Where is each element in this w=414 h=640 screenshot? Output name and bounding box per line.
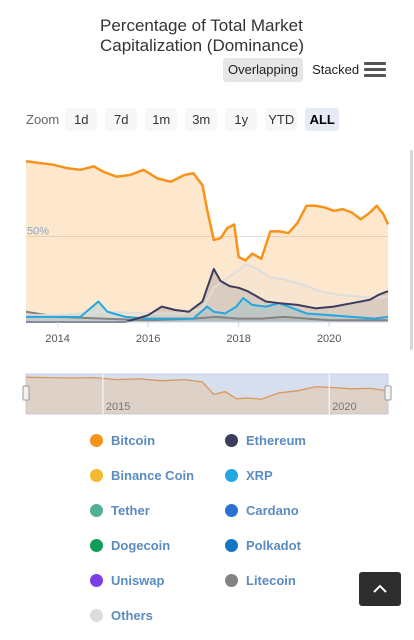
legend-dot-others bbox=[90, 609, 103, 622]
navigator-tick-label-2015: 2015 bbox=[106, 401, 130, 413]
legend-label-xrp: XRP bbox=[246, 468, 273, 483]
legend-item-dogecoin[interactable]: Dogecoin bbox=[90, 538, 170, 553]
zoom-bar: Zoom 1d 7d 1m 3m 1y YTD ALL bbox=[26, 108, 347, 131]
legend-dot-binance-coin bbox=[90, 469, 103, 482]
hamburger-menu-icon[interactable] bbox=[364, 60, 386, 80]
x-tick-label-2014: 2014 bbox=[45, 333, 69, 345]
series-area-xrp bbox=[26, 298, 388, 322]
legend-dot-polkadot bbox=[225, 539, 238, 552]
chart-title-line2: Capitalization (Dominance) bbox=[100, 36, 305, 55]
x-tick-label-2016: 2016 bbox=[136, 333, 160, 345]
zoom-all-button[interactable]: ALL bbox=[305, 108, 340, 131]
legend-item-litecoin[interactable]: Litecoin bbox=[225, 573, 296, 588]
scroll-to-top-button[interactable] bbox=[359, 572, 401, 606]
navigator-chart[interactable]: 2015 2020 bbox=[0, 370, 414, 418]
series-area-others bbox=[26, 263, 388, 322]
legend-item-bitcoin[interactable]: Bitcoin bbox=[90, 433, 155, 448]
legend-item-cardano[interactable]: Cardano bbox=[225, 503, 299, 518]
zoom-1m-button[interactable]: 1m bbox=[145, 108, 178, 131]
legend-item-polkadot[interactable]: Polkadot bbox=[225, 538, 301, 553]
legend-item-xrp[interactable]: XRP bbox=[225, 468, 273, 483]
legend-label-bitcoin: Bitcoin bbox=[111, 433, 156, 448]
zoom-1y-button[interactable]: 1y bbox=[225, 108, 258, 131]
y-label-50: 50% bbox=[27, 226, 49, 238]
legend-dot-cardano bbox=[225, 504, 238, 517]
chevron-up-icon bbox=[373, 584, 387, 593]
legend-item-tether[interactable]: Tether bbox=[90, 503, 150, 518]
series-line-others bbox=[26, 262, 389, 317]
legend-label-cardano: Cardano bbox=[246, 503, 299, 518]
legend-label-polkadot: Polkadot bbox=[246, 538, 301, 553]
navigator-line bbox=[25, 376, 389, 400]
zoom-1d-button[interactable]: 1d bbox=[65, 108, 98, 131]
legend-dot-xrp bbox=[225, 469, 238, 482]
main-chart[interactable]: 50% 2014 2016 2018 2020 bbox=[0, 145, 414, 355]
zoom-ytd-button[interactable]: YTD bbox=[265, 108, 298, 131]
legend-dot-bitcoin bbox=[90, 434, 103, 447]
series-area-bitcoin bbox=[26, 161, 388, 322]
legend-label-tether: Tether bbox=[111, 503, 150, 518]
mode-toggle: Overlapping Stacked bbox=[223, 58, 364, 82]
series-line-litecoin bbox=[25, 310, 388, 322]
legend-item-binance-coin[interactable]: Binance Coin bbox=[90, 468, 194, 483]
navigator-handle-right[interactable] bbox=[384, 385, 392, 401]
legend-item-ethereum[interactable]: Ethereum bbox=[225, 433, 306, 448]
chart-title: Percentage of Total Market Capitalizatio… bbox=[100, 16, 380, 56]
legend-dot-uniswap bbox=[90, 574, 103, 587]
zoom-7d-button[interactable]: 7d bbox=[105, 108, 138, 131]
legend-dot-litecoin bbox=[225, 574, 238, 587]
chart-title-line1: Percentage of Total Market bbox=[100, 16, 303, 35]
legend-label-dogecoin: Dogecoin bbox=[111, 538, 171, 553]
legend-item-uniswap[interactable]: Uniswap bbox=[90, 573, 164, 588]
legend-label-litecoin: Litecoin bbox=[246, 573, 296, 588]
legend-dot-ethereum bbox=[225, 434, 238, 447]
legend-label-others: Others bbox=[111, 608, 153, 623]
series-line-bitcoin bbox=[25, 160, 390, 262]
series-line-xrp bbox=[26, 297, 389, 320]
page-scrollbar[interactable] bbox=[410, 150, 413, 350]
navigator-handle-left[interactable] bbox=[22, 385, 30, 401]
zoom-label: Zoom bbox=[26, 112, 60, 127]
legend-dot-dogecoin bbox=[90, 539, 103, 552]
legend-label-binance-coin: Binance Coin bbox=[111, 468, 195, 483]
stacked-button[interactable]: Stacked bbox=[312, 62, 360, 77]
x-tick-label-2018: 2018 bbox=[226, 333, 250, 345]
navigator-tick-label-2020: 2020 bbox=[332, 401, 356, 413]
navigator-selection bbox=[25, 373, 389, 415]
overlapping-button[interactable]: Overlapping bbox=[223, 58, 304, 82]
series-line-ethereum bbox=[26, 267, 389, 323]
navigator-area bbox=[26, 377, 388, 414]
zoom-3m-button[interactable]: 3m bbox=[185, 108, 218, 131]
series-area-ethereum bbox=[26, 268, 388, 322]
legend-label-ethereum: Ethereum bbox=[246, 433, 306, 448]
legend-dot-tether bbox=[90, 504, 103, 517]
legend-label-uniswap: Uniswap bbox=[111, 573, 165, 588]
x-tick-label-2020: 2020 bbox=[317, 333, 341, 345]
legend-item-others[interactable]: Others bbox=[90, 608, 153, 623]
